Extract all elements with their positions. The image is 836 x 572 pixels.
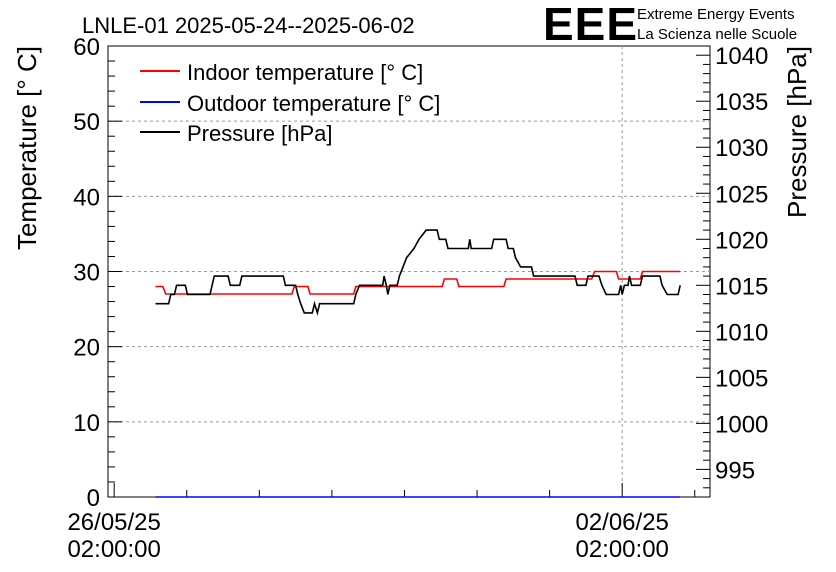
logo-line1: Extreme Energy Events (637, 6, 795, 23)
y-tick-label: 0 (87, 485, 100, 512)
y2-tick-label: 1040 (715, 43, 768, 70)
y-tick-label: 60 (73, 34, 100, 61)
axes: 0102030405060995100010051010101510201025… (67, 34, 768, 563)
x-tick-label-time: 02:00:00 (67, 536, 160, 563)
eee-logo: EEE Extreme Energy Events La Scienza nel… (543, 0, 797, 50)
y2-tick-label: 1015 (715, 273, 768, 300)
y-tick-label: 30 (73, 260, 100, 287)
y-tick-label: 10 (73, 410, 100, 437)
y2-tick-label: 995 (715, 457, 755, 484)
legend-label-outdoor: Outdoor temperature [° C] (187, 91, 440, 116)
x-tick-label-date: 02/06/25 (575, 509, 668, 536)
chart-title: LNLE-01 2025-05-24--2025-06-02 (82, 13, 415, 38)
legend-entry-indoor: Indoor temperature [° C] (140, 60, 423, 85)
logo-mark: EEE (543, 0, 638, 50)
series-lines (155, 229, 681, 498)
y2-tick-label: 1000 (715, 411, 768, 438)
grid (108, 46, 710, 497)
legend: Indoor temperature [° C] Outdoor tempera… (140, 60, 440, 146)
y-tick-label: 40 (73, 184, 100, 211)
y2-tick-label: 1030 (715, 135, 768, 162)
legend-entry-pressure: Pressure [hPa] (140, 121, 333, 146)
series-line-2 (155, 229, 681, 316)
y2-tick-label: 1020 (715, 227, 768, 254)
x-tick-label-time: 02:00:00 (575, 536, 668, 563)
y2-tick-label: 1010 (715, 319, 768, 346)
logo-line2: La Scienza nelle Scuole (637, 26, 797, 43)
y-tick-label: 20 (73, 335, 100, 362)
legend-label-indoor: Indoor temperature [° C] (187, 60, 423, 85)
y-tick-label: 50 (73, 109, 100, 136)
x-tick-label-date: 26/05/25 (67, 509, 160, 536)
series-line-0 (155, 270, 681, 295)
y2-tick-label: 1025 (715, 181, 768, 208)
legend-entry-outdoor: Outdoor temperature [° C] (140, 91, 440, 116)
y2-axis-title: Pressure [hPa] (782, 46, 812, 218)
y2-tick-label: 1035 (715, 89, 768, 116)
y2-tick-label: 1005 (715, 365, 768, 392)
y-axis-title: Temperature [° C] (12, 46, 42, 250)
legend-label-pressure: Pressure [hPa] (187, 121, 333, 146)
